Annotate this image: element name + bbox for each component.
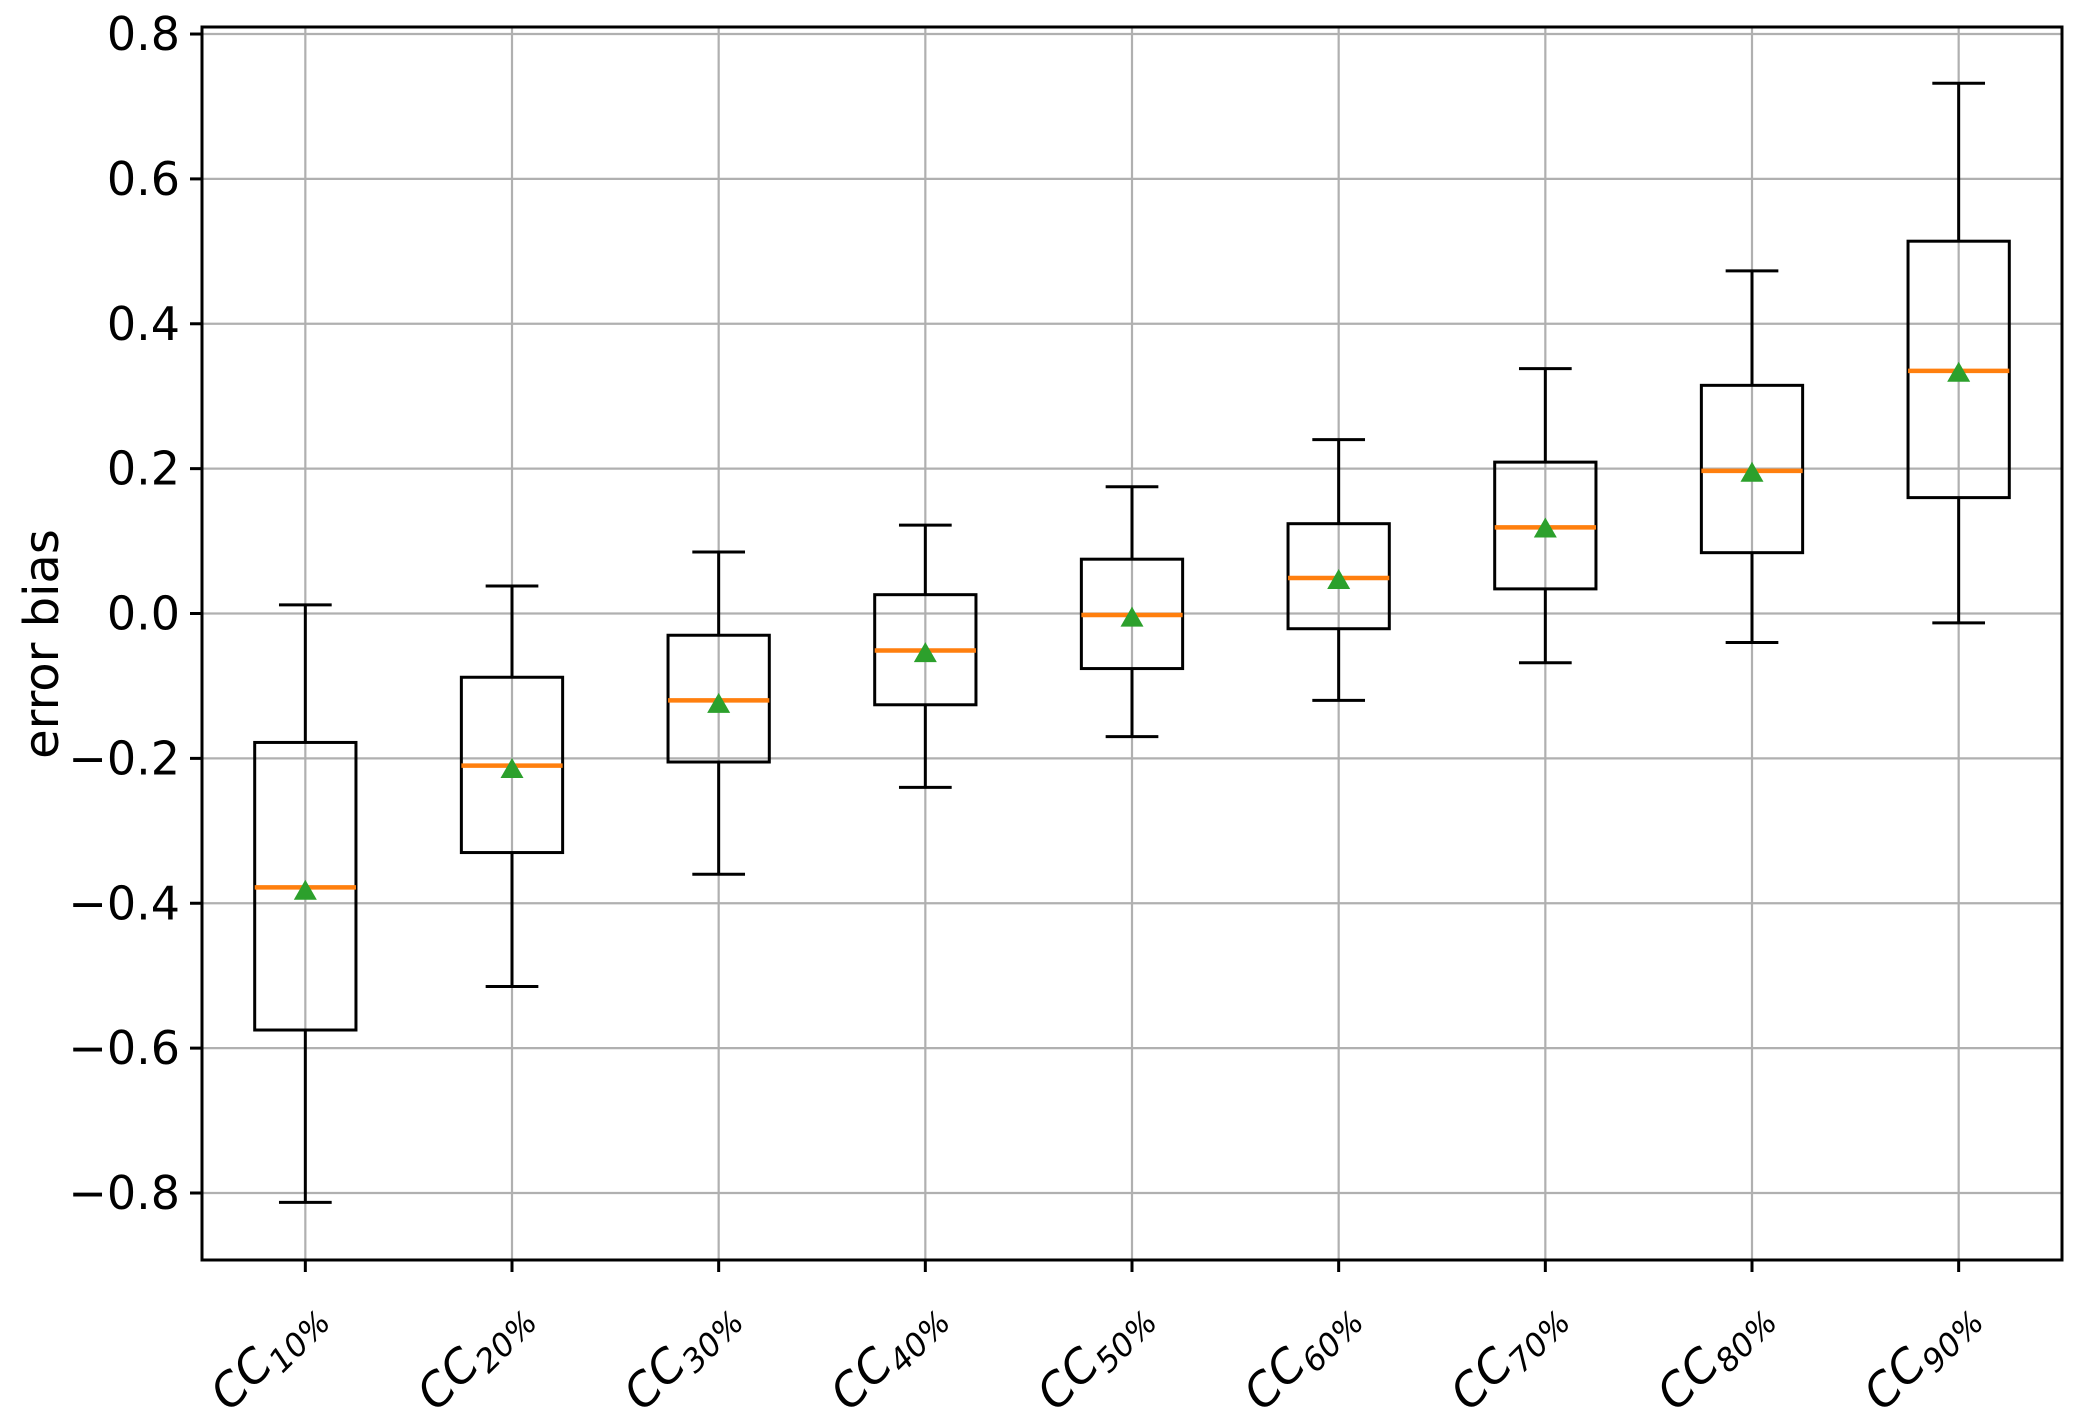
box-group-CC10%	[253, 603, 358, 1204]
mean-marker	[500, 758, 524, 779]
x-tick-label: CC60%	[1233, 1287, 1372, 1424]
x-tick-label: CC70%	[1439, 1287, 1578, 1424]
y-tick-label: 0.2	[107, 442, 180, 496]
box-group-CC80%	[1699, 269, 1805, 644]
y-tick-label: 0.8	[107, 7, 180, 61]
box-group-CC20%	[459, 584, 565, 989]
x-tick-label: CC20%	[406, 1287, 545, 1424]
box-group-CC60%	[1286, 438, 1391, 702]
x-tick-label: CC40%	[819, 1287, 958, 1424]
y-tick-label: −0.8	[68, 1166, 180, 1220]
axes: 0.8 0.6 0.4 0.2 0.0 −0.2 −0.4 −0.6 −0.8 CC10% CC20…	[68, 7, 2064, 1424]
mean-marker	[1120, 606, 1144, 627]
box-group-CC40%	[873, 523, 978, 789]
mean-marker	[1740, 461, 1764, 482]
y-tick-label: 0.4	[107, 297, 180, 351]
x-tick-label: CC50%	[1026, 1287, 1165, 1424]
y-tick-label: 0.0	[107, 587, 180, 641]
x-tick-label: CC90%	[1853, 1287, 1992, 1424]
y-tick-label: −0.6	[68, 1021, 180, 1075]
mean-marker	[913, 642, 937, 663]
grid-lines	[202, 27, 2062, 1260]
y-tick-label: 0.6	[107, 152, 180, 206]
mean-marker	[1533, 517, 1557, 538]
box-group-CC30%	[666, 550, 771, 876]
box-group-CC50%	[1079, 485, 1185, 739]
box-group-CC90%	[1906, 81, 2011, 625]
x-tick-label: CC30%	[613, 1287, 752, 1424]
mean-marker	[293, 879, 317, 900]
box-group-CC70%	[1493, 367, 1598, 665]
y-axis-label: error bias	[14, 529, 70, 759]
mean-marker	[1947, 361, 1971, 382]
boxes	[253, 81, 2011, 1204]
x-tick-label: CC10%	[199, 1287, 338, 1424]
mean-marker	[1327, 568, 1351, 589]
mean-marker	[707, 692, 731, 713]
y-tick-label: −0.2	[68, 731, 180, 785]
y-tick-label: −0.4	[68, 876, 180, 930]
x-tick-label: CC80%	[1646, 1287, 1785, 1424]
